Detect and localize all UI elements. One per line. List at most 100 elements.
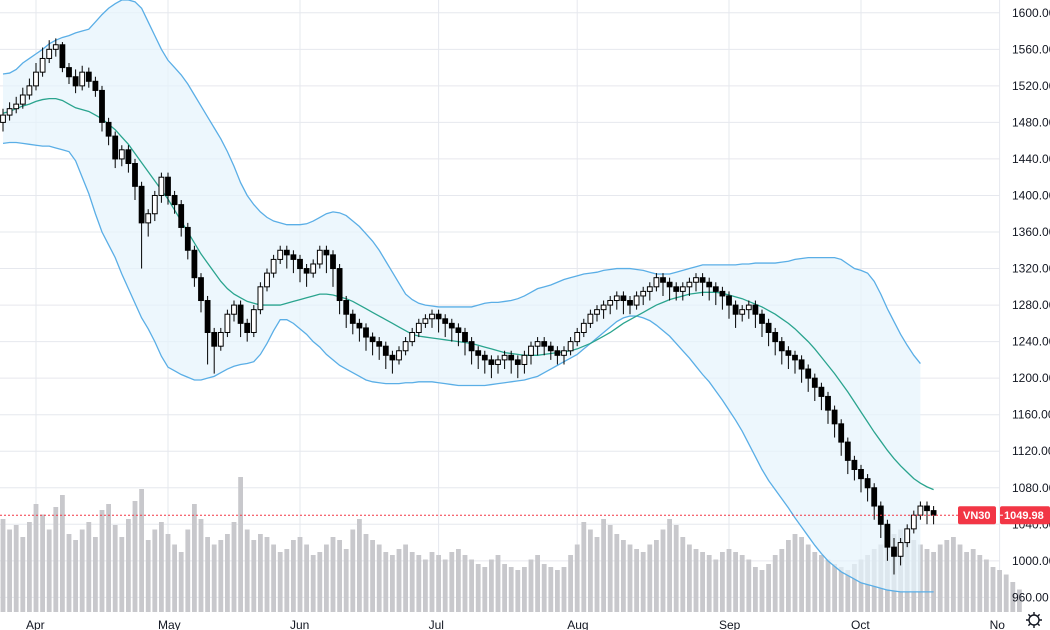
volume-bar bbox=[786, 540, 791, 612]
volume-bar bbox=[238, 477, 243, 612]
candle-body bbox=[765, 322, 772, 333]
candle-body bbox=[831, 409, 838, 425]
volume-bar bbox=[409, 552, 415, 612]
volume-bar bbox=[522, 567, 527, 612]
candle-body bbox=[138, 185, 145, 224]
volume-bar bbox=[733, 552, 738, 612]
volume-bar bbox=[812, 552, 818, 612]
candle-body bbox=[910, 514, 917, 530]
candle-body bbox=[237, 304, 244, 324]
candle-body bbox=[59, 44, 66, 69]
candle-body bbox=[891, 546, 897, 557]
volume-bar bbox=[416, 555, 422, 612]
price-tick-label: 1280.00 bbox=[1012, 298, 1050, 312]
price-tick-label: 1600.00 bbox=[1012, 6, 1050, 20]
candle-body bbox=[613, 295, 620, 302]
volume-bar bbox=[53, 507, 59, 612]
volume-bar bbox=[687, 544, 692, 612]
candle-body bbox=[930, 510, 937, 516]
volume-bar bbox=[852, 564, 857, 612]
candle-body bbox=[277, 249, 284, 260]
candle-body bbox=[435, 313, 442, 320]
candle-body bbox=[488, 359, 495, 365]
candle-body bbox=[448, 322, 455, 329]
volume-bar bbox=[13, 525, 19, 612]
candle-body bbox=[244, 322, 251, 333]
candle-body bbox=[257, 286, 264, 311]
volume-bar bbox=[172, 544, 177, 612]
volume-bar bbox=[627, 544, 633, 612]
volume-bar bbox=[185, 529, 191, 612]
time-axis[interactable]: Apr May Jun Jul Aug Sep Oct No bbox=[26, 618, 1005, 630]
candle-body bbox=[600, 304, 607, 311]
candle-body bbox=[818, 386, 825, 397]
candle-body bbox=[521, 354, 528, 365]
candle-body bbox=[99, 89, 105, 123]
candle-body bbox=[844, 441, 851, 461]
volume-bar bbox=[132, 501, 138, 612]
volume-bar bbox=[198, 519, 204, 612]
candle-body bbox=[745, 304, 752, 311]
candle-body bbox=[52, 44, 59, 50]
candle-body bbox=[719, 290, 726, 297]
last-price-marker: VN30 1049.98 bbox=[0, 506, 1050, 525]
candle-body bbox=[178, 204, 185, 228]
volume-bar bbox=[495, 555, 501, 612]
volume-bar bbox=[693, 549, 699, 612]
candle-body bbox=[475, 350, 482, 356]
price-axis[interactable]: 960.001000.001040.001080.001120.001160.0… bbox=[1012, 6, 1050, 605]
volume-bar bbox=[33, 504, 39, 612]
volume-bar bbox=[139, 489, 144, 612]
volume-bar bbox=[205, 537, 210, 612]
volume-bar bbox=[799, 537, 804, 612]
volume-bar bbox=[680, 537, 686, 612]
candle-body bbox=[594, 309, 600, 315]
price-tick-label: 1240.00 bbox=[1012, 335, 1050, 349]
settings-gear-icon[interactable] bbox=[1026, 612, 1042, 628]
candle-body bbox=[607, 300, 614, 306]
candle-body bbox=[363, 327, 369, 338]
volume-bar bbox=[647, 544, 653, 612]
candle-body bbox=[389, 354, 396, 361]
volume-bar bbox=[667, 519, 672, 612]
volume-bar bbox=[654, 540, 659, 612]
candle-body bbox=[165, 176, 171, 196]
volume-bar bbox=[73, 540, 78, 612]
volume-bar bbox=[469, 559, 474, 612]
candle-body bbox=[825, 395, 831, 411]
volume-bar bbox=[370, 540, 375, 612]
volume-bar bbox=[86, 522, 92, 612]
candle-body bbox=[455, 327, 462, 333]
candle-body bbox=[264, 272, 270, 288]
volume-bar bbox=[555, 570, 560, 612]
volume-bar bbox=[403, 544, 408, 612]
candle-body bbox=[772, 331, 779, 343]
price-tick-label: 1000.00 bbox=[1012, 554, 1050, 568]
candle-body bbox=[567, 341, 574, 352]
candle-body bbox=[283, 249, 290, 256]
candle-body bbox=[204, 300, 211, 333]
last-price-badge bbox=[1000, 506, 1050, 525]
volume-bar bbox=[1010, 582, 1016, 612]
candle-body bbox=[79, 71, 86, 87]
lower-band-line bbox=[2, 141, 934, 593]
time-tick-label: May bbox=[158, 618, 181, 630]
volume-bar bbox=[931, 552, 936, 612]
candle-body bbox=[805, 368, 812, 379]
volume-bar bbox=[271, 544, 276, 612]
candle-body bbox=[904, 528, 911, 544]
price-tick-label: 1200.00 bbox=[1012, 371, 1050, 385]
volume-bar bbox=[838, 567, 844, 612]
candle-body bbox=[561, 350, 567, 356]
candle-body bbox=[33, 71, 39, 87]
candle-body bbox=[336, 268, 343, 302]
price-tick-label: 1320.00 bbox=[1012, 262, 1050, 276]
volume-bar bbox=[1003, 574, 1009, 612]
volume-bar bbox=[27, 522, 32, 612]
candle-body bbox=[310, 263, 317, 274]
candle-body bbox=[851, 459, 858, 471]
volume-bar bbox=[753, 567, 758, 612]
candle-body bbox=[132, 163, 138, 187]
volume-bar bbox=[165, 534, 171, 612]
